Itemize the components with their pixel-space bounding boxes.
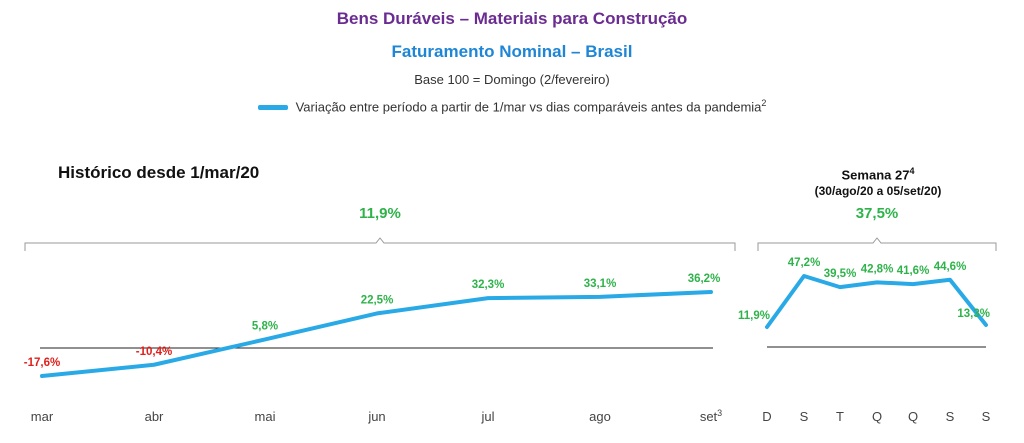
data-label: 44,6% [934, 261, 967, 273]
data-label: 11,9% [738, 310, 770, 322]
x-tick-label: Q [908, 409, 918, 424]
base-note: Base 100 = Domingo (2/fevereiro) [414, 72, 610, 87]
legend-footnote: 2 [761, 98, 767, 108]
series-line [40, 290, 713, 378]
x-tick-label: jul [480, 409, 494, 424]
data-label: -10,4% [136, 346, 172, 358]
data-label: 32,3% [472, 279, 505, 291]
summary-bracket [757, 237, 997, 251]
x-tick-label: T [836, 409, 844, 424]
week-title-text: Semana 27 [841, 167, 910, 183]
legend-swatch [257, 105, 288, 111]
x-tick-label: mai [255, 409, 276, 424]
history-panel-title: Histórico desde 1/mar/20 [58, 163, 260, 182]
data-label: 41,6% [897, 265, 930, 277]
x-tick-label: mar [31, 409, 54, 424]
x-tick-label: D [762, 409, 771, 424]
x-tick-label: abr [145, 409, 164, 424]
x-tick-label: S [946, 409, 955, 424]
week-title-footnote: 4 [909, 166, 915, 176]
summary-bracket [24, 237, 736, 251]
summary-value: 11,9% [359, 205, 401, 222]
data-label: 33,1% [584, 278, 617, 290]
summary-value: 37,5% [856, 205, 899, 222]
legend-label: Variação entre período a partir de 1/mar… [295, 99, 762, 115]
week-title-range: (30/ago/20 a 05/set/20) [814, 184, 942, 199]
week-panel-title: Semana 274 (30/ago/20 a 05/set/20) [760, 163, 996, 199]
data-label: 36,2% [688, 273, 721, 285]
chart-title: Bens Duráveis – Materiais para Construçã… [336, 9, 688, 28]
data-label: 42,8% [861, 263, 894, 275]
x-tick-label: S [800, 409, 809, 424]
x-tick-label: set3 [700, 408, 722, 424]
data-label: 47,2% [788, 257, 821, 269]
x-tick-label: ago [589, 409, 611, 424]
data-label: -17,6% [24, 357, 60, 369]
data-label: 5,8% [252, 320, 278, 332]
data-label: 13,3% [957, 308, 990, 320]
x-tick-label: Q [872, 409, 882, 424]
x-tick-label: S [982, 409, 991, 424]
data-label: 39,5% [824, 268, 857, 280]
x-tick-label: jun [367, 409, 385, 424]
series-line [765, 274, 988, 329]
data-label: 22,5% [361, 294, 394, 306]
chart-subtitle: Faturamento Nominal – Brasil [391, 42, 633, 61]
tick-footnote: 3 [717, 408, 722, 418]
legend: Variação entre período a partir de 1/mar… [0, 98, 1024, 114]
